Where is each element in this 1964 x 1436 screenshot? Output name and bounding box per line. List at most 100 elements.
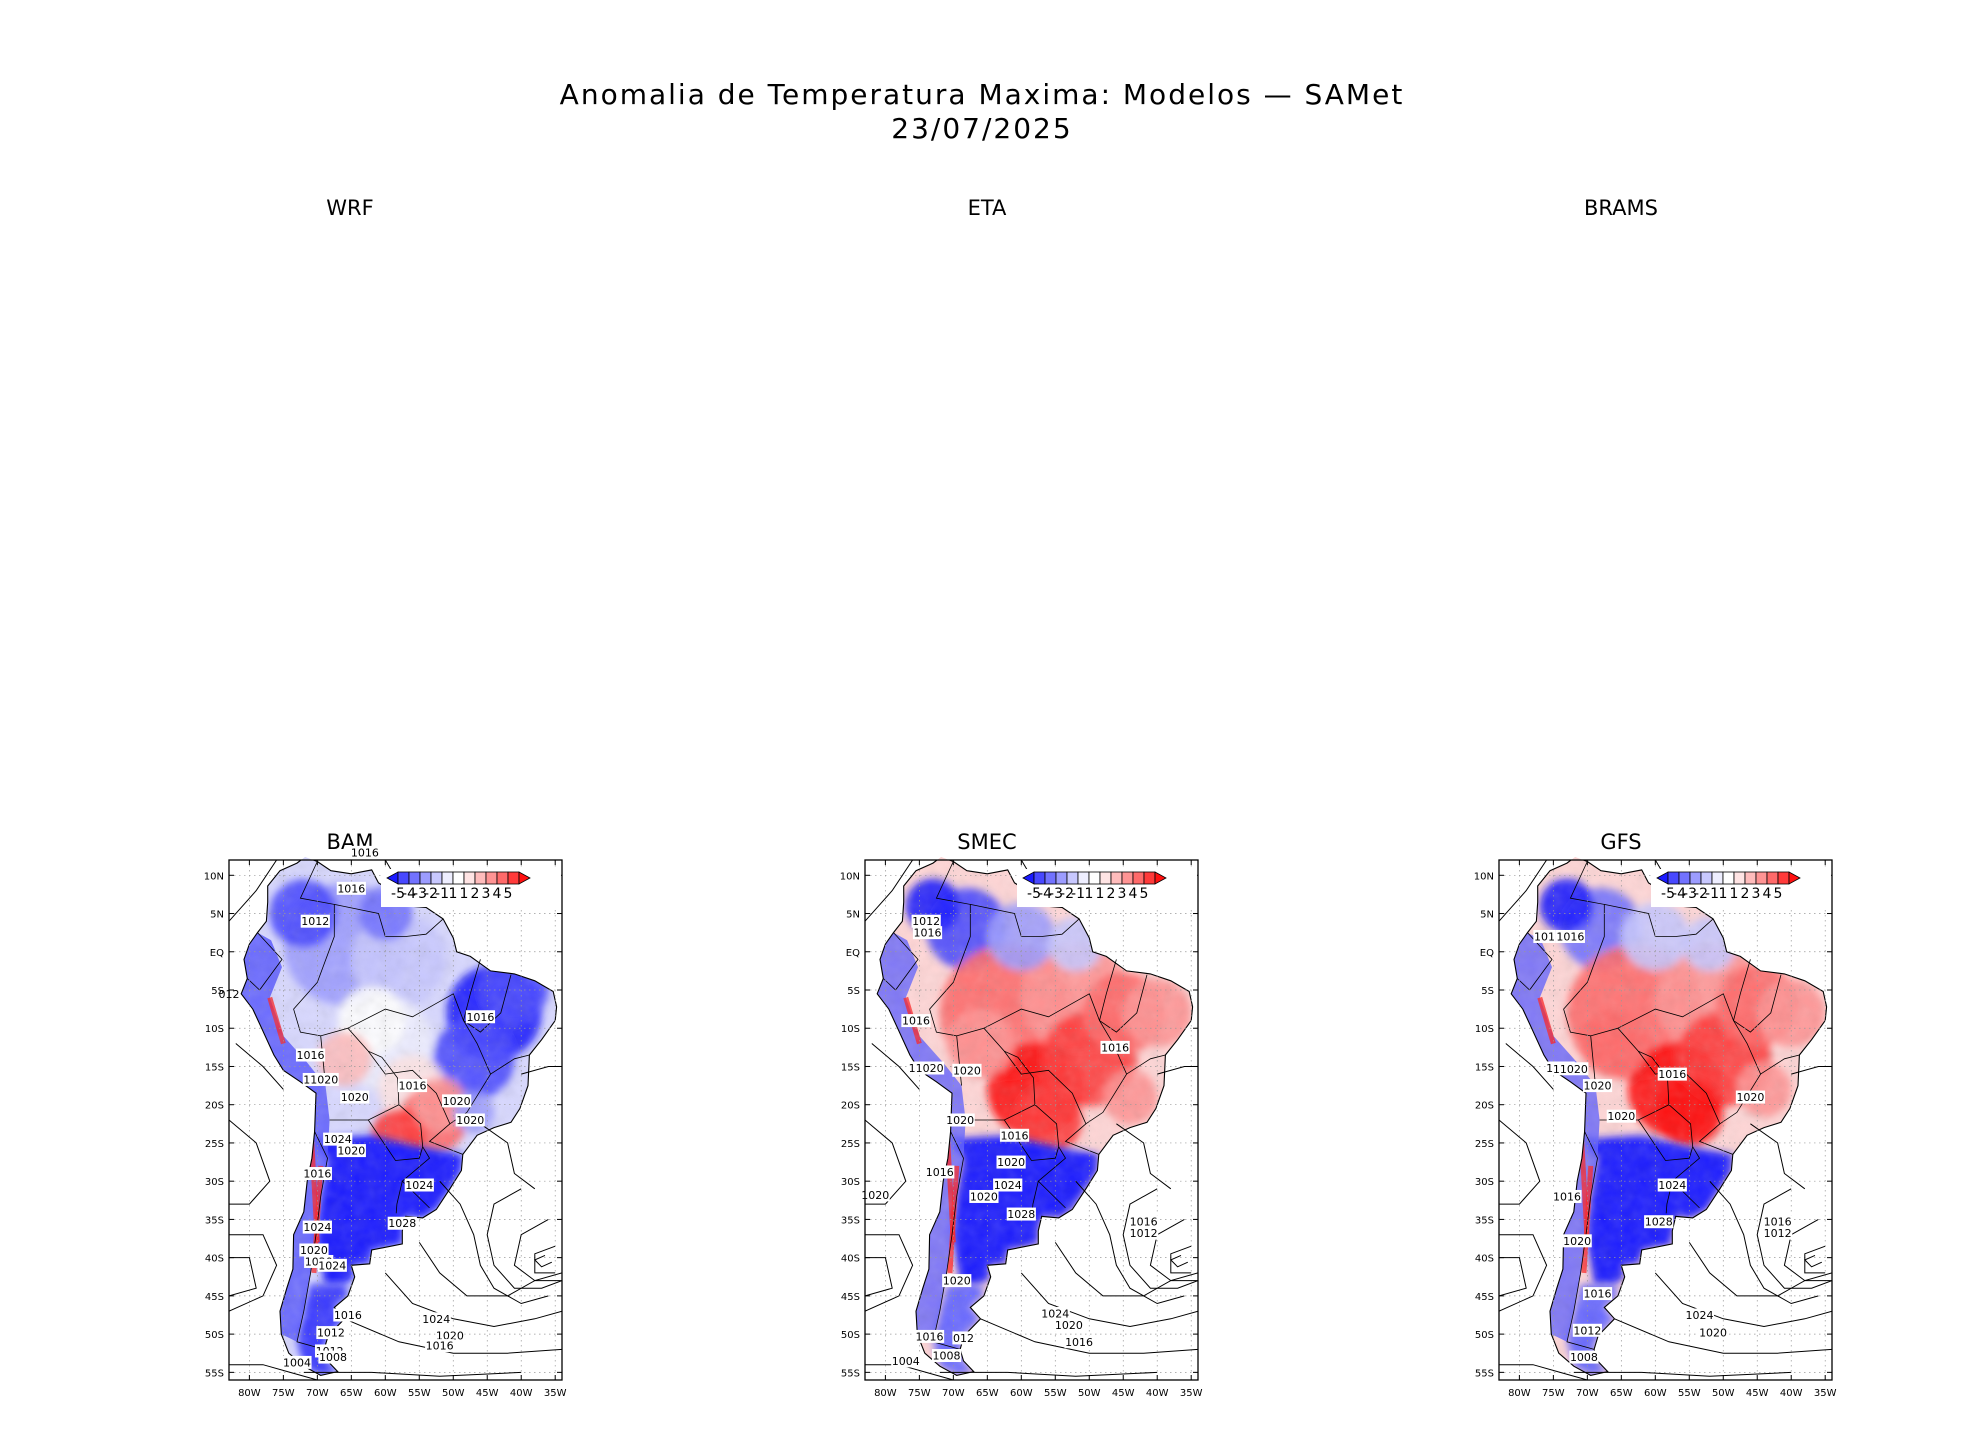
isobar-label-bg	[1552, 1062, 1589, 1076]
isobar-label-bg	[969, 1189, 999, 1203]
colorbar-label: -5	[1027, 886, 1041, 902]
isobar-label-bg	[316, 1326, 346, 1340]
isobar-label-bg	[465, 1010, 496, 1024]
lon-tick-label: 70W	[1576, 1388, 1599, 1399]
isobar-label: 1012	[912, 915, 940, 928]
lon-tick-label: 45W	[1112, 1388, 1135, 1399]
lat-tick-label: 25S	[205, 1139, 224, 1150]
isobar-label-bg	[302, 1167, 332, 1181]
isobar-label: 1016	[916, 1330, 944, 1343]
colorbar-label: 4	[1763, 886, 1772, 902]
lat-tick-label: 20S	[205, 1101, 224, 1112]
panel-title-brams: BRAMS	[1584, 196, 1658, 220]
isobar-label: 1016	[1001, 1129, 1029, 1142]
lat-tick-label: EQ	[846, 948, 860, 959]
lon-tick-label: 80W	[1508, 1388, 1531, 1399]
lat-tick-label: 15S	[1475, 1062, 1494, 1073]
lon-tick-label: 60W	[1010, 1388, 1033, 1399]
isobar-label-bg	[300, 914, 330, 928]
isobar-labels: 1016101610120121016101611020102010161020…	[217, 845, 496, 1369]
isobar-label: 11020	[1553, 1063, 1588, 1076]
panel-title-smec: SMEC	[957, 830, 1017, 854]
colorbar-label: 2	[1741, 886, 1750, 902]
colorbar: -5-4-3-2-1 1 1 2 3 4 5	[381, 869, 561, 907]
isobar-label-bg	[1582, 1287, 1613, 1301]
isobar-label-bg	[1552, 1189, 1582, 1203]
lon-tick-label: 45W	[476, 1388, 499, 1399]
colorbar-label: -2	[1694, 886, 1708, 902]
isobar-label: 1016	[1065, 1336, 1093, 1349]
isobar-lines	[865, 860, 1198, 1380]
isobar-label-bg	[1054, 1318, 1084, 1332]
isobar-label: 1012	[317, 1327, 345, 1340]
colorbar-label: 2	[471, 886, 480, 902]
isobar-label: 1020	[1055, 1319, 1083, 1332]
lon-tick-label: 35W	[1814, 1388, 1837, 1399]
isobar-label: 1016	[398, 1080, 426, 1093]
colorbar-label: 5	[1140, 886, 1149, 902]
lon-tick-label: 45W	[1746, 1388, 1769, 1399]
isobar-label: 1020	[456, 1114, 484, 1127]
lat-tick-label: 30S	[1475, 1177, 1494, 1188]
map-panel-smec: 1012 1016 1016 1016 11020 1020 1020 1016 1020 101…	[831, 856, 1203, 1399]
lat-tick-label: 55S	[1475, 1368, 1494, 1379]
lat-tick-label: 25S	[841, 1139, 860, 1150]
isobar-label-bg	[891, 1354, 921, 1368]
isobar-label-bg	[1684, 1308, 1715, 1322]
isobar-label: 1020	[861, 1189, 889, 1202]
isobar-label-bg	[942, 1274, 972, 1288]
lat-tick-label: 20S	[1475, 1101, 1494, 1112]
isobar-label: 1020	[1563, 1235, 1591, 1248]
isobar-label: 1016	[303, 1168, 331, 1181]
lat-tick-label: 10S	[1475, 1024, 1494, 1035]
isobar-label-bg	[1064, 1335, 1094, 1349]
lat-tick-label: 30S	[841, 1177, 860, 1188]
isobar-label: 1020	[1699, 1327, 1727, 1340]
axis-ticks: 10N 5N EQ 5S 10S 15S 20S 25S 30S 35S 40S 45S 50S 55S 8…	[840, 860, 1203, 1399]
isobar-label: 1016	[334, 1309, 362, 1322]
isobar-label: 1024	[324, 1133, 352, 1146]
isobar-label-bg	[1644, 1215, 1674, 1229]
isobar-label-bg	[317, 1258, 347, 1272]
isobar-label-bg	[397, 1079, 428, 1093]
isobar-label: 1004	[283, 1356, 311, 1369]
isobar-label: 1028	[388, 1217, 416, 1230]
lon-tick-label: 35W	[544, 1388, 567, 1399]
colorbar-label: 1	[1085, 886, 1094, 902]
isobar-label-bg	[333, 1308, 363, 1322]
isobar-label-bg	[952, 1063, 982, 1077]
lon-tick-label: 55W	[1044, 1388, 1067, 1399]
figure-title: Anomalia de Temperatura Maxima: Modelos …	[559, 78, 1405, 111]
colorbar-label: -4	[402, 886, 416, 902]
lat-tick-label: EQ	[210, 948, 224, 959]
colorbar-label: 1	[1730, 886, 1739, 902]
lon-tick-label: 55W	[408, 1388, 431, 1399]
colorbar-label: -4	[1672, 886, 1686, 902]
isobar-label: 1012	[1764, 1227, 1792, 1240]
colorbar: -5-4-3-2-1 1 1 2 3 4 5	[1651, 869, 1831, 907]
isobar-label-bg	[318, 1350, 348, 1364]
colorbar-label: 3	[1118, 886, 1127, 902]
isobar-label: 1008	[1570, 1351, 1598, 1364]
colorbar-label: 3	[1752, 886, 1761, 902]
isobar-label: 1028	[1645, 1216, 1673, 1229]
lat-tick-label: 45S	[841, 1292, 860, 1303]
colorbar-label: 4	[1129, 886, 1138, 902]
isobar-label: 1008	[319, 1351, 347, 1364]
lon-tick-label: 40W	[510, 1388, 533, 1399]
isobar-label: 1016	[1556, 930, 1584, 943]
panel-title-eta: ETA	[967, 196, 1007, 220]
isobar-label: 1016	[914, 927, 942, 940]
isobar-label-bg	[336, 1144, 366, 1158]
lon-tick-label: 60W	[374, 1388, 397, 1399]
isobar-label-bg	[1657, 1178, 1687, 1192]
lat-tick-label: 50S	[205, 1330, 224, 1341]
isobar-label-bg	[336, 881, 366, 895]
isobar-label: 1024	[1685, 1309, 1713, 1322]
lat-tick-label: 40S	[841, 1254, 860, 1265]
isobar-label-bg	[1657, 1067, 1687, 1081]
isobar-label: 1016	[1764, 1216, 1792, 1229]
isobar-lines	[229, 860, 562, 1380]
lon-tick-label: 40W	[1780, 1388, 1803, 1399]
isobar-label-bg	[1555, 929, 1585, 943]
